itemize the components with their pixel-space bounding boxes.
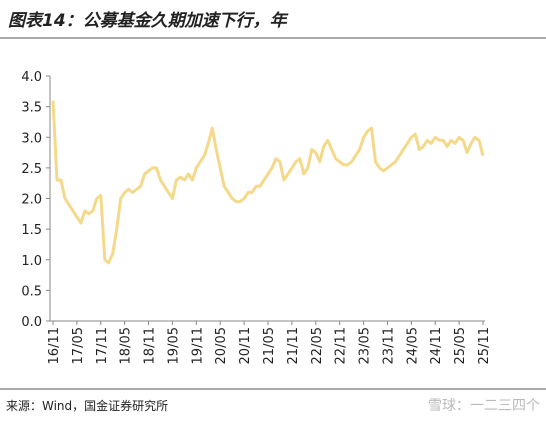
source: 来源：Wind，国金证券研究所 [6, 398, 168, 413]
x-tick-label: 16/11 [47, 327, 62, 364]
y-tick-label: 2.5 [21, 162, 42, 177]
x-tick-label: 19/05 [166, 327, 181, 364]
y-tick-label: 4.0 [21, 70, 42, 85]
x-tick-label: 18/05 [119, 327, 134, 364]
x-tick-label: 24/05 [405, 327, 420, 364]
y-tick-label: 3.0 [21, 131, 42, 146]
x-tick-label: 24/11 [429, 327, 444, 364]
y-tick-label: 0.0 [21, 315, 42, 330]
y-tick-label: 1.5 [21, 223, 42, 238]
y-tick-label: 1.0 [21, 254, 42, 269]
x-tick-label: 22/05 [310, 327, 325, 364]
x-tick-label: 17/05 [71, 327, 86, 364]
y-tick-label: 3.5 [21, 101, 42, 116]
chart-title: 图表14：公募基金久期加速下行，年 [8, 11, 289, 31]
x-tick-label: 20/05 [214, 327, 229, 364]
x-tick-label: 21/11 [286, 327, 301, 364]
x-tick-label: 22/11 [334, 327, 349, 364]
x-tick-label: 23/11 [381, 327, 396, 364]
x-tick-label: 23/05 [358, 327, 373, 364]
x-tick-label: 25/11 [477, 327, 492, 364]
x-tick-label: 17/11 [95, 327, 110, 364]
watermark: 雪球：一二三四个 [428, 398, 540, 414]
x-tick-label: 21/05 [262, 327, 277, 364]
x-tick-label: 25/05 [453, 327, 468, 364]
data-line [51, 100, 485, 265]
x-tick-label: 19/11 [190, 327, 205, 364]
x-tick-label: 20/11 [238, 327, 253, 364]
x-tick-label: 18/11 [143, 327, 158, 364]
y-tick-label: 0.5 [21, 284, 42, 299]
y-tick-label: 2.0 [21, 193, 42, 208]
